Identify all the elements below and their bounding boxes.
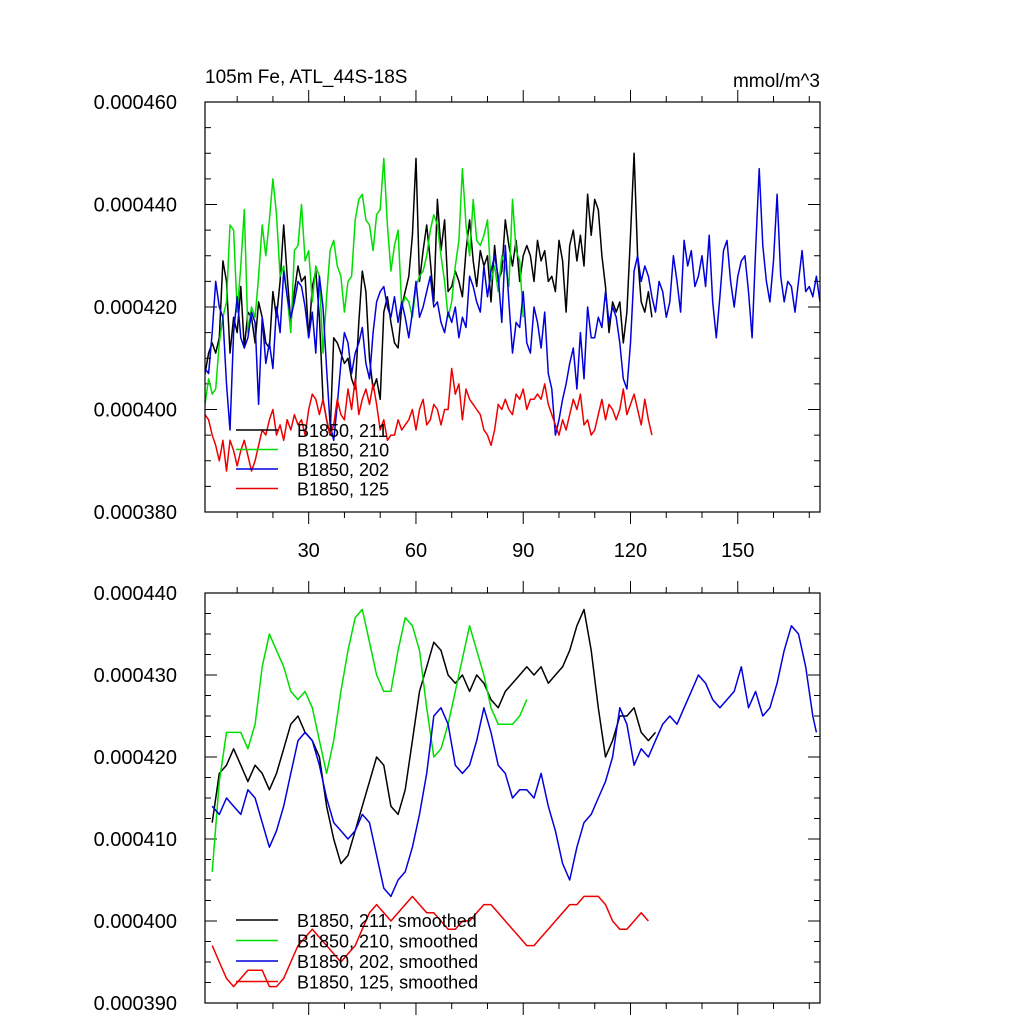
legend-label: B1850, 211, smoothed <box>297 911 477 931</box>
y-tick-label: 0.000410 <box>94 829 177 851</box>
legend-label: B1850, 210 <box>297 441 389 461</box>
y-tick-label: 0.000380 <box>94 502 177 524</box>
series-line-4 <box>205 367 653 472</box>
x-tick-label: 60 <box>405 540 427 562</box>
legend-label: B1850, 210, smoothed <box>297 932 478 952</box>
top-panel: 0.000380 0.000400 0.000420 0.000440 0.000460… <box>94 67 821 562</box>
legend-label: B1850, 211 <box>297 421 388 441</box>
x-tick-label: 90 <box>512 540 534 562</box>
legend-label: B1850, 125 <box>297 480 389 500</box>
series-line-3 <box>211 625 818 898</box>
legend-label: B1850, 202 <box>297 460 389 480</box>
y-tick-label: 0.000440 <box>94 583 177 605</box>
y-tick-label: 0.000440 <box>94 195 177 217</box>
bottom-panel: 0.000390 0.000400 0.000410 0.000420 0.000430… <box>94 581 821 1015</box>
x-tick-label: 30 <box>298 540 320 562</box>
series-line-2 <box>205 157 524 405</box>
y-tick-label: 0.000400 <box>94 400 177 422</box>
y-tick-label: 0.000420 <box>94 297 177 319</box>
legend-label: B1850, 125, smoothed <box>297 973 478 993</box>
y-tick-label: 0.000460 <box>94 92 177 114</box>
x-tick-label: 150 <box>721 540 754 562</box>
series-line-4 <box>211 895 649 988</box>
chart-title: 105m Fe, ATL_44S-18S <box>205 67 407 88</box>
x-tick-label: 120 <box>614 540 647 562</box>
y-tick-label: 0.000420 <box>94 747 177 769</box>
series-line-2 <box>211 608 528 872</box>
plot-frame <box>204 592 821 1004</box>
legend-label: B1850, 202, smoothed <box>297 952 478 972</box>
plot-frame <box>204 101 821 513</box>
y-tick-label: 0.000400 <box>94 911 177 933</box>
units-label: mmol/m^3 <box>733 71 820 92</box>
series-line-1 <box>211 608 657 865</box>
y-tick-label: 0.000430 <box>94 665 177 687</box>
y-tick-label: 0.000390 <box>94 993 177 1015</box>
series-line-3 <box>205 167 820 442</box>
